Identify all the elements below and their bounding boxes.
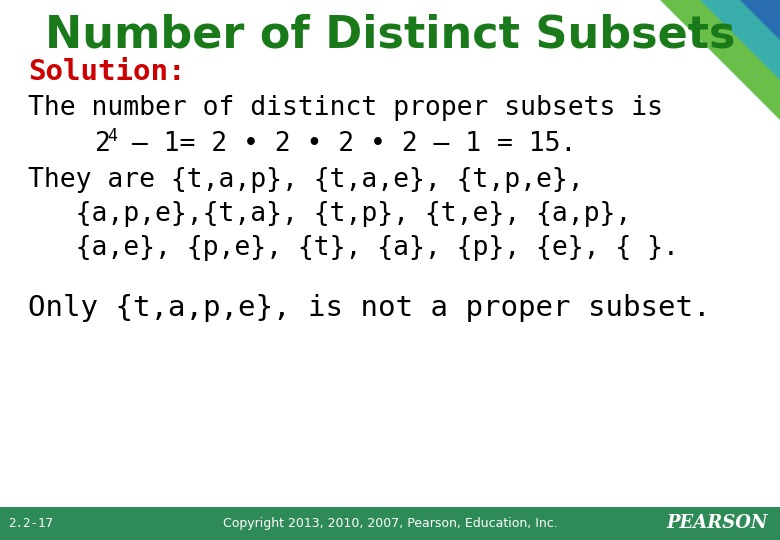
Polygon shape <box>740 0 780 40</box>
Text: They are {t,a,p}, {t,a,e}, {t,p,e},: They are {t,a,p}, {t,a,e}, {t,p,e}, <box>28 167 583 193</box>
Text: Number of Distinct Subsets: Number of Distinct Subsets <box>44 14 736 57</box>
Text: The number of distinct proper subsets is: The number of distinct proper subsets is <box>28 95 663 121</box>
Text: {a,e}, {p,e}, {t}, {a}, {p}, {e}, { }.: {a,e}, {p,e}, {t}, {a}, {p}, {e}, { }. <box>28 235 679 261</box>
Polygon shape <box>700 0 780 80</box>
Text: 2: 2 <box>95 131 111 157</box>
Polygon shape <box>660 0 780 120</box>
Text: 2.2-17: 2.2-17 <box>8 517 53 530</box>
Text: 4: 4 <box>107 127 117 145</box>
Text: Copyright 2013, 2010, 2007, Pearson, Education, Inc.: Copyright 2013, 2010, 2007, Pearson, Edu… <box>222 517 558 530</box>
Bar <box>0 507 780 540</box>
Text: PEARSON: PEARSON <box>667 515 768 532</box>
Text: – 1= 2 • 2 • 2 • 2 – 1 = 15.: – 1= 2 • 2 • 2 • 2 – 1 = 15. <box>116 131 576 157</box>
Text: {a,p,e},{t,a}, {t,p}, {t,e}, {a,p},: {a,p,e},{t,a}, {t,p}, {t,e}, {a,p}, <box>28 201 631 227</box>
Text: Solution:: Solution: <box>28 58 186 86</box>
Text: Only {t,a,p,e}, is not a proper subset.: Only {t,a,p,e}, is not a proper subset. <box>28 294 711 322</box>
